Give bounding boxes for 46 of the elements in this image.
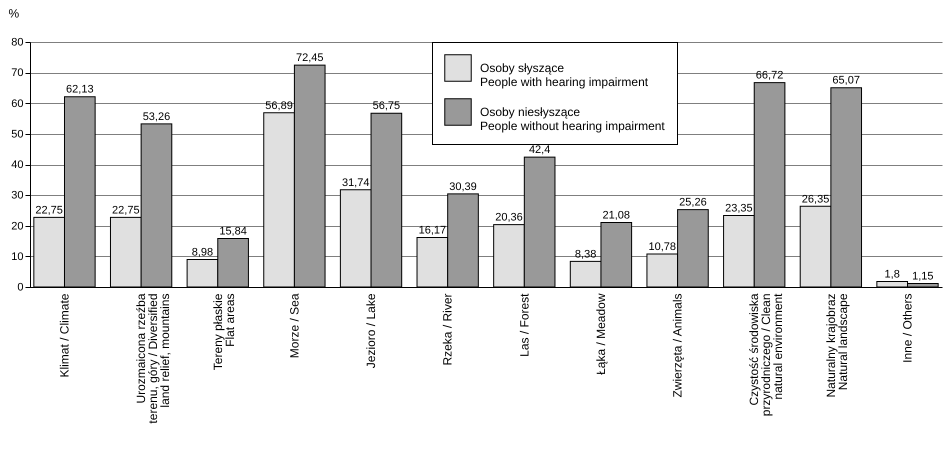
x-tick-label: Klimat / Climate [57,293,72,378]
data-label: 22,75 [35,204,63,216]
data-label: 21,08 [602,209,630,222]
legend-label: Osoby słyszące People with hearing impairment [480,61,649,89]
x-tick-label: Morze / Sea [287,293,302,358]
data-label: 16,17 [418,224,446,236]
data-label: 25,26 [679,196,707,209]
x-tick-label: Inne / Others [900,294,915,363]
x-tick-label: Łąka / Meadow [594,293,608,375]
data-label: 56,89 [265,100,293,112]
y-tick-label: 30 [11,190,24,202]
data-label: 53,26 [142,110,170,123]
data-label: 8,98 [192,246,214,258]
x-tick-label: Las / Forest [517,292,532,357]
legend-label: Osoby niesłyszące People without hearing impairment [480,105,666,133]
x-tick-label: Zwierzęta / Animals [670,294,685,398]
data-label: 15,84 [219,225,247,238]
data-label: 62,13 [66,84,94,96]
x-tick-label: Urozmaicona rzeźba terenu, góry / Diversified land relief, mountains [134,293,172,424]
y-tick-label: 60 [11,98,24,110]
data-label: 72,45 [296,52,324,64]
data-label: 8,38 [574,248,596,260]
y-tick-label: 70 [11,67,24,80]
x-tick-label: Rzeka / River [440,294,455,366]
data-label: 66,72 [756,70,784,82]
data-label: 20,36 [495,212,523,224]
x-tick-label: Jezioro / Lake [364,293,378,368]
x-tick-label: Czystość środowiska przyrodniczego / Clean natural environment [747,292,786,416]
data-label: 1,15 [912,270,934,282]
data-label: 22,75 [112,204,140,216]
y-tick-label: 20 [11,220,24,232]
y-axis-title: % [8,6,20,20]
y-tick-label: 10 [11,250,24,263]
data-label: 26,35 [802,193,830,206]
y-tick-label: 40 [11,159,24,171]
data-label: 65,07 [832,74,860,87]
data-label: 42,4 [528,144,550,156]
data-label: 1,8 [884,268,900,280]
y-tick-label: 80 [11,36,24,48]
y-tick-label: 50 [11,128,24,140]
data-label: 30,39 [449,180,477,193]
data-label: 31,74 [342,176,370,189]
data-label: 56,75 [372,100,400,112]
data-label: 10,78 [648,240,676,253]
y-tick-label: 0 [17,282,24,294]
data-label: 23,35 [725,202,753,214]
